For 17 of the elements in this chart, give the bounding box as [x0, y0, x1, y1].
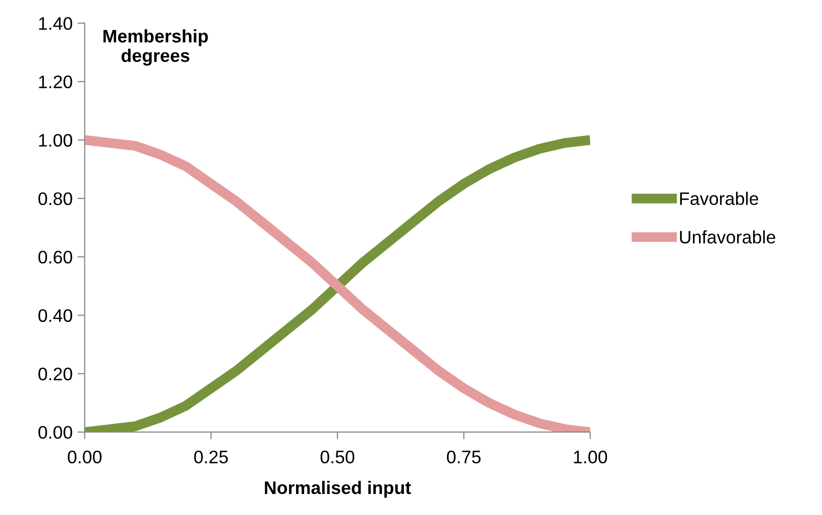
y-tick-label: 1.40	[39, 17, 72, 30]
x-tick-label: 0.75	[446, 450, 481, 464]
y-tick-label: 1.00	[39, 134, 72, 147]
y-tick-label: 0.40	[38, 309, 72, 322]
y-tick-label: 0.80	[38, 192, 72, 206]
x-axis-title: Normalised input	[264, 480, 411, 498]
legend-label: Unfavorable	[680, 230, 776, 244]
legend-label: Favorable	[680, 192, 758, 206]
x-tick-label: 0.00	[68, 450, 102, 464]
x-tick-label: 0.50	[320, 450, 354, 464]
y-tick-label: 0.60	[38, 250, 72, 264]
x-tick-label: 0.25	[194, 450, 228, 464]
y-tick-label: 0.00	[38, 426, 72, 439]
y-tick-label: 1.20	[39, 76, 72, 88]
y-tick-label: 0.20	[38, 368, 72, 380]
x-tick-label: 1.00	[574, 450, 608, 464]
y-axis-title: Membership degrees	[103, 29, 208, 66]
